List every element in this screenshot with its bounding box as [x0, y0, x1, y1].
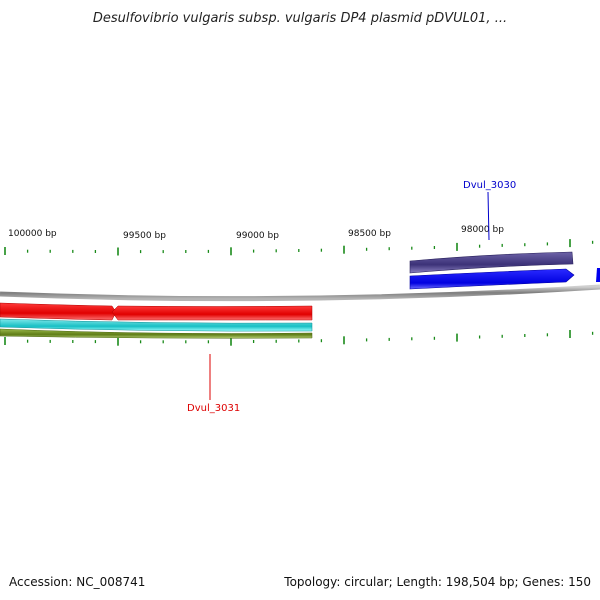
- topology-summary: Topology: circular; Length: 198,504 bp; …: [283, 575, 591, 589]
- cyan-feature-bar[interactable]: [0, 318, 313, 332]
- ruler-label-98000: 98000 bp: [461, 225, 504, 235]
- gene-dvul-3031-arrow[interactable]: [111, 305, 313, 321]
- ruler-label-100000: 100000 bp: [8, 229, 57, 239]
- inner-ruler-ticks: [4, 330, 594, 346]
- gene-label-dvul-3030[interactable]: Dvul_3030: [463, 180, 516, 191]
- gene-arrow-offscreen[interactable]: [596, 268, 600, 282]
- red-feature-left[interactable]: [0, 302, 117, 321]
- gene-label-dvul-3031[interactable]: Dvul_3031: [187, 403, 240, 414]
- ruler-label-99000: 99000 bp: [236, 231, 279, 241]
- ruler-label-98500: 98500 bp: [348, 229, 391, 239]
- map-title: Desulfovibrio vulgaris subsp. vulgaris D…: [93, 11, 507, 26]
- olive-feature-bar[interactable]: [0, 328, 313, 339]
- gene-dvul-3030-arrow[interactable]: [409, 268, 575, 290]
- genome-backbone: [0, 284, 600, 302]
- ruler-label-99500: 99500 bp: [123, 231, 166, 241]
- purple-feature-bar[interactable]: [409, 251, 574, 274]
- dvul-3030-leader-line: [487, 191, 490, 241]
- outer-ruler-ticks: [4, 239, 594, 256]
- accession-text: Accession: NC_008741: [9, 575, 145, 589]
